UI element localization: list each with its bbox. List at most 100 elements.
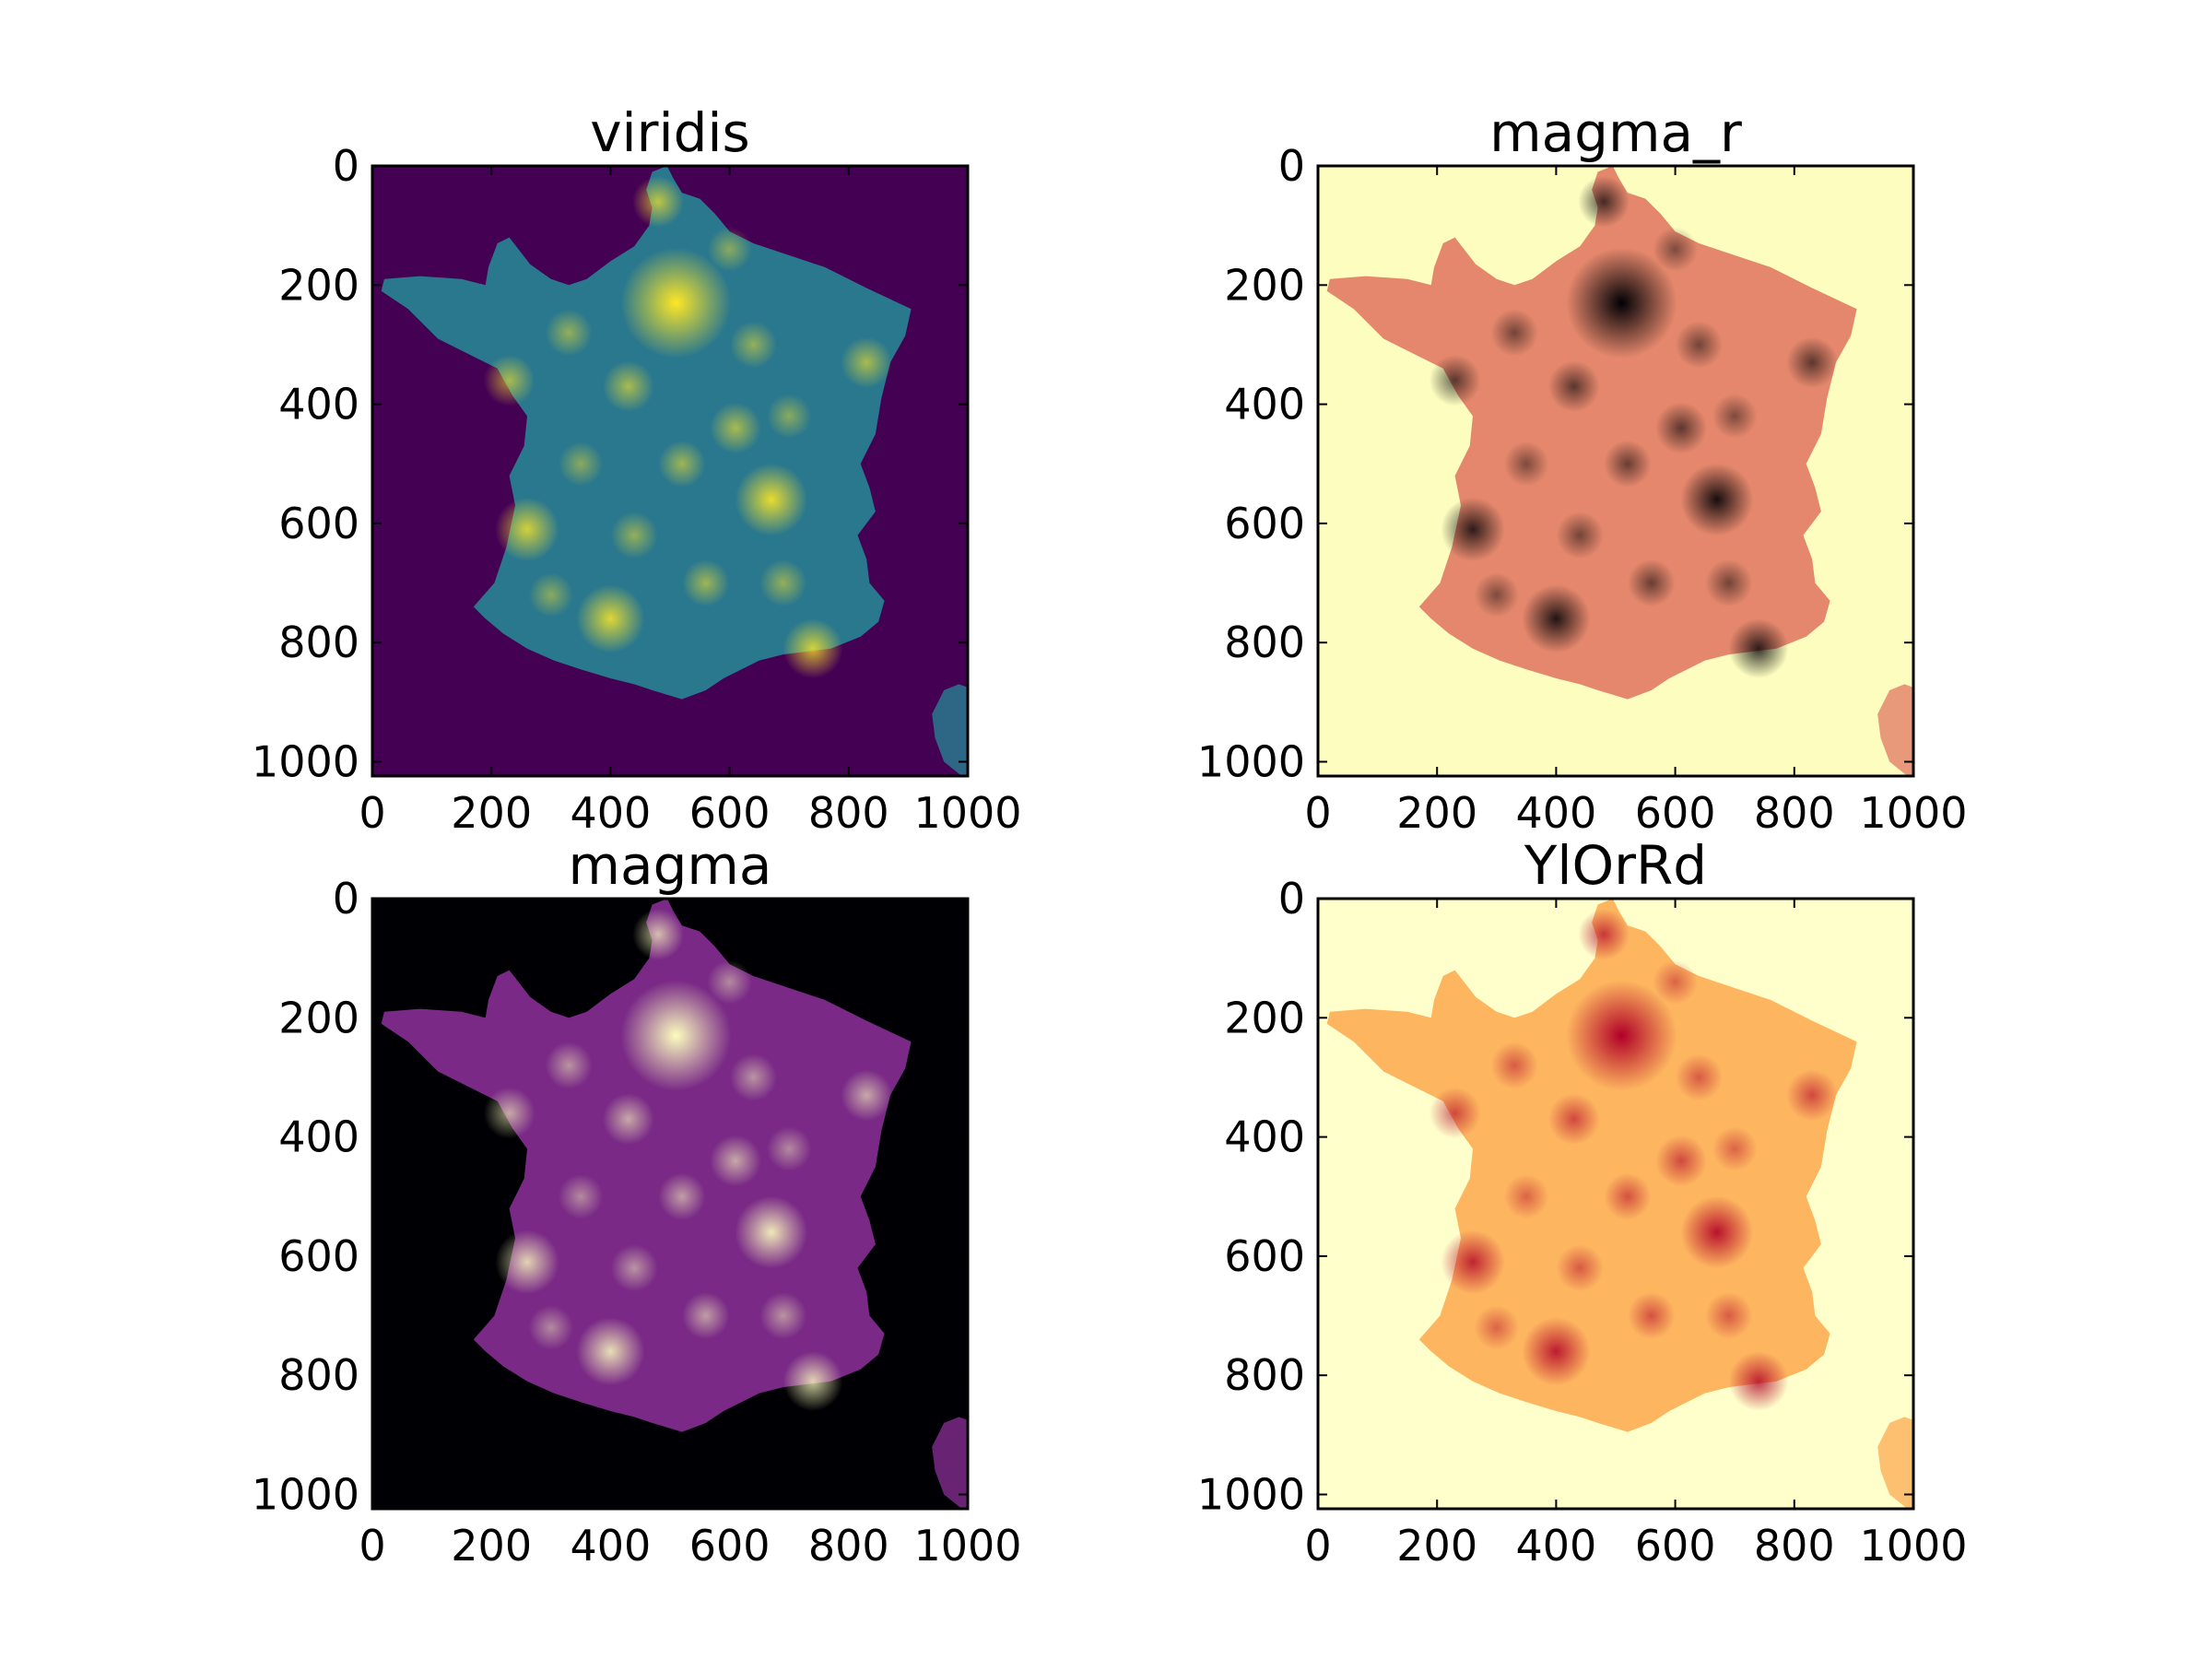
density-hotspot [495, 1230, 559, 1295]
density-hotspot [1578, 175, 1630, 228]
density-hotspot [735, 463, 808, 536]
y-tick-label: 1000 [252, 1469, 359, 1519]
x-tick-label: 0 [359, 1521, 385, 1571]
density-hotspot [602, 360, 654, 412]
density-hotspot [1705, 1292, 1753, 1340]
y-tick-label: 600 [1224, 499, 1305, 548]
x-tick-label: 600 [689, 788, 771, 838]
x-tick-label: 200 [451, 1521, 532, 1571]
density-hotspot [1547, 1093, 1600, 1145]
axes-frame [371, 897, 970, 1511]
density-hotspot [1680, 1195, 1754, 1269]
density-hotspot [1786, 336, 1838, 389]
corsica-landmass [932, 684, 968, 776]
density-hotspot [483, 1087, 535, 1139]
y-tick-label: 600 [278, 1231, 359, 1281]
density-hotspot [707, 227, 752, 272]
density-hotspot [1712, 1126, 1758, 1171]
heatmap-image [372, 899, 968, 1509]
x-tick-label: 0 [1304, 1521, 1331, 1571]
y-tick-label: 800 [1224, 1350, 1305, 1400]
density-hotspot [610, 512, 658, 559]
x-tick-label: 400 [570, 1521, 651, 1571]
density-hotspot [658, 440, 706, 488]
x-tick-label: 800 [808, 1521, 889, 1571]
x-tick-label: 0 [359, 788, 385, 838]
density-hotspot [782, 618, 843, 679]
density-hotspot [1712, 394, 1758, 439]
density-hotspot [729, 321, 777, 369]
y-tick-label: 1000 [252, 736, 359, 786]
y-tick-label: 800 [1224, 618, 1305, 667]
density-hotspot [1556, 1244, 1604, 1292]
axes-frame [1316, 897, 1915, 1511]
y-tick-label: 400 [278, 380, 359, 429]
density-hotspot [1675, 1053, 1723, 1101]
density-hotspot [841, 1069, 892, 1122]
x-tick-label: 600 [1635, 1521, 1716, 1571]
y-tick-label: 200 [278, 260, 359, 310]
corsica-landmass [1877, 684, 1913, 776]
density-hotspot [1474, 1305, 1519, 1350]
density-hotspot [710, 402, 761, 454]
density-hotspot [1655, 1135, 1707, 1187]
density-hotspot [1604, 440, 1652, 488]
density-hotspot [1786, 1069, 1838, 1122]
density-hotspot [1474, 572, 1519, 618]
density-hotspot [658, 1172, 706, 1220]
density-hotspot [1556, 512, 1604, 559]
density-hotspot [1728, 1351, 1789, 1412]
corsica-landmass [1877, 1417, 1913, 1509]
y-tick-label: 200 [1224, 260, 1305, 310]
x-tick-label: 400 [1515, 1521, 1596, 1571]
corsica-landmass [932, 1417, 968, 1509]
density-hotspot [735, 1195, 808, 1269]
subplot-2: magma_r0 200 400 600 800 10000200400600800100… [1197, 101, 1968, 838]
density-hotspot [576, 1317, 645, 1386]
x-tick-label: 200 [451, 788, 532, 838]
axes-frame [371, 164, 970, 778]
density-hotspot [576, 584, 645, 653]
density-hotspot [1441, 1230, 1505, 1295]
density-hotspot [495, 497, 559, 562]
density-hotspot [1547, 360, 1600, 412]
density-hotspot [841, 336, 892, 389]
density-hotspot [1429, 354, 1481, 406]
axes-frame [1316, 164, 1915, 778]
density-hotspot [767, 394, 812, 439]
density-hotspot [759, 1292, 807, 1340]
density-hotspot [602, 1093, 654, 1145]
density-hotspot [1628, 559, 1676, 607]
density-hotspot [528, 572, 573, 618]
density-hotspot [1653, 959, 1698, 1005]
x-tick-label: 600 [1635, 788, 1716, 838]
x-tick-label: 600 [689, 1521, 771, 1571]
density-hotspot [620, 980, 732, 1091]
y-tick-label: 600 [278, 499, 359, 548]
density-hotspot [632, 908, 684, 960]
x-tick-label: 400 [570, 788, 651, 838]
density-hotspot [1728, 618, 1789, 679]
heatmap-image [1318, 899, 1913, 1509]
y-tick-label: 1000 [1197, 1469, 1305, 1519]
x-tick-label: 800 [1754, 1521, 1835, 1571]
subplot-title: magma [569, 834, 772, 897]
density-hotspot [545, 1041, 593, 1089]
density-hotspot [1441, 497, 1505, 562]
density-hotspot [729, 1053, 777, 1101]
density-hotspot [1566, 247, 1677, 359]
y-tick-label: 800 [278, 618, 359, 667]
density-hotspot [558, 1174, 604, 1219]
density-hotspot [1522, 1317, 1591, 1386]
density-hotspot [710, 1135, 761, 1187]
y-tick-label: 1000 [1197, 736, 1305, 786]
density-hotspot [558, 441, 604, 487]
x-tick-label: 0 [1304, 788, 1331, 838]
subplot-title: YlOrRd [1524, 834, 1707, 897]
density-hotspot [1490, 1041, 1538, 1089]
density-hotspot [632, 175, 684, 228]
y-tick-label: 200 [278, 993, 359, 1042]
x-tick-label: 800 [1754, 788, 1835, 838]
